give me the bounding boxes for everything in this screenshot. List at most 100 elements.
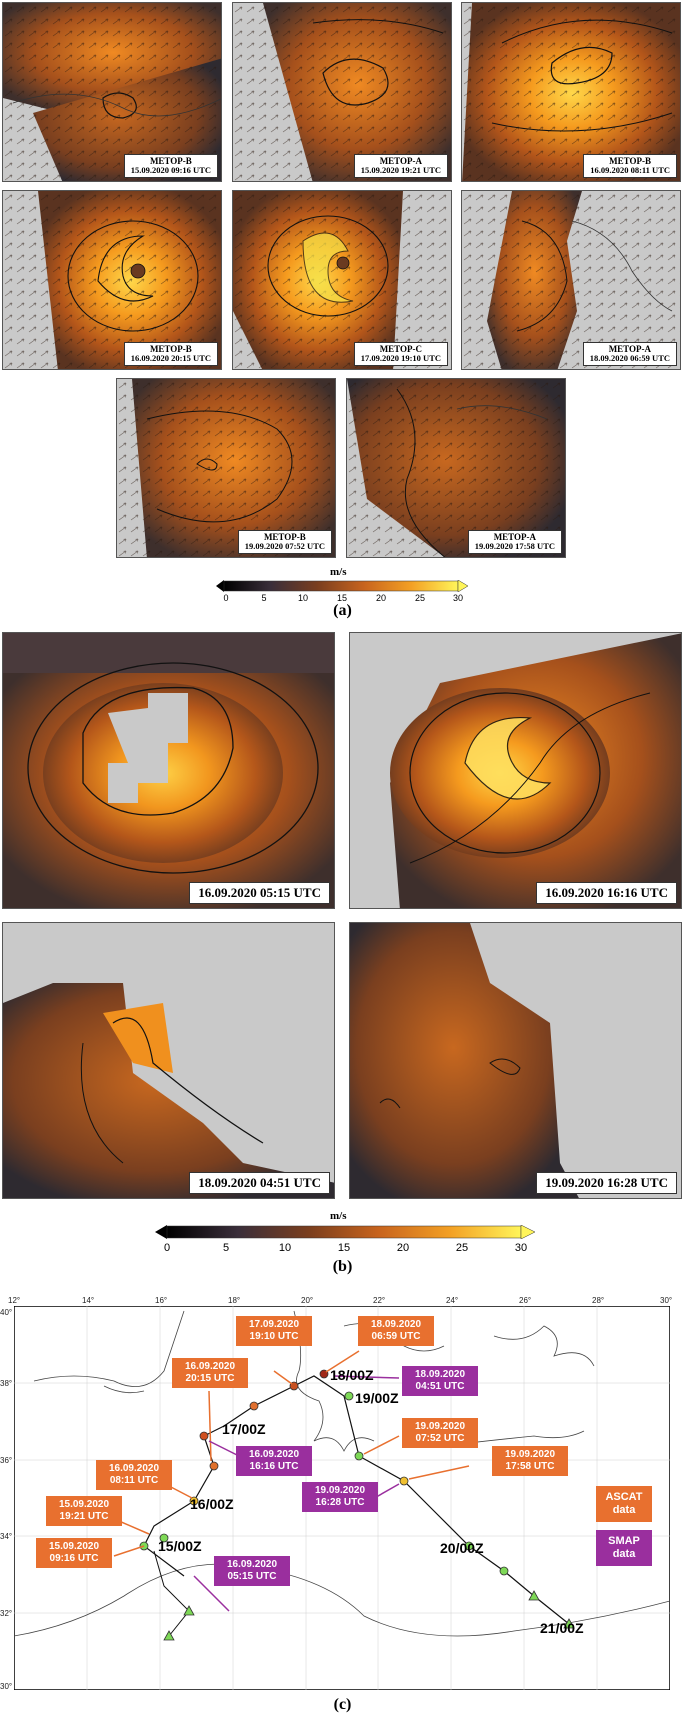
lon-tick: 20° <box>301 1296 314 1305</box>
cb-tick: 5 <box>222 1242 230 1254</box>
lon-tick: 30° <box>660 1296 673 1305</box>
lat-tick: 38° <box>0 1379 13 1388</box>
box-date: 18.09.2020 <box>370 1319 422 1330</box>
box-date: 17.09.2020 <box>248 1319 300 1330</box>
satellite-name: METOP-A <box>379 155 423 166</box>
panel-label: 19.09.2020 16:28 UTC <box>536 1172 677 1194</box>
colorbar-unit: m/s <box>330 1210 347 1222</box>
satellite-name: METOP-C <box>379 343 423 354</box>
pass-time: 15.09.2020 19:21 UTC <box>360 165 441 176</box>
cb-tick: 10 <box>297 593 309 603</box>
cb-tick: 10 <box>278 1242 292 1254</box>
lon-tick: 14° <box>82 1296 95 1305</box>
lat-tick: 36° <box>0 1456 13 1465</box>
panel-b: 16.09.2020 05:15 UTC 16.09.2020 16:16 UT… <box>0 630 685 1275</box>
legend-text: data <box>612 1548 636 1561</box>
legend-text: data <box>612 1504 636 1517</box>
track-label: 20/00Z <box>440 1540 484 1556</box>
cb-tick: 20 <box>375 593 387 603</box>
ascat-panel-7: METOP-B 19.09.2020 07:52 UTC <box>116 378 336 558</box>
colorbar-a <box>216 580 468 592</box>
track-label: 19/00Z <box>355 1390 399 1406</box>
smap-panel-4: 19.09.2020 16:28 UTC <box>349 922 682 1199</box>
box-date: 19.09.2020 <box>504 1449 556 1460</box>
ascat-panel-4: METOP-B 16.09.2020 20:15 UTC <box>2 190 222 370</box>
smap-box: 19.09.2020 16:28 UTC <box>302 1482 378 1512</box>
panel-a: METOP-B 15.09.2020 09:16 UTC METOP-A 15.… <box>0 0 685 620</box>
cb-tick: 20 <box>396 1242 410 1254</box>
smap-box: 16.09.2020 05:15 UTC <box>214 1556 290 1586</box>
box-date: 18.09.2020 <box>414 1369 466 1380</box>
satellite-name: METOP-B <box>263 531 306 542</box>
panel-label: METOP-B 19.09.2020 07:52 UTC <box>237 529 332 554</box>
smap-panel-1: 16.09.2020 05:15 UTC <box>2 632 335 909</box>
cb-tick: 30 <box>452 593 464 603</box>
cb-tick: 25 <box>455 1242 469 1254</box>
box-time: 16:16 UTC <box>249 1461 299 1472</box>
cb-tick: 30 <box>514 1242 528 1254</box>
cb-tick: 15 <box>336 593 348 603</box>
lon-tick: 22° <box>373 1296 386 1305</box>
box-date: 16.09.2020 <box>184 1361 236 1372</box>
panel-label: 18.09.2020 04:51 UTC <box>189 1172 330 1194</box>
caption-c: (c) <box>333 1696 352 1713</box>
panel-c: 12° 14° 16° 18° 20° 22° 24° 26° 28° 30° … <box>0 1290 685 1719</box>
smap-box: 16.09.2020 16:16 UTC <box>236 1446 312 1476</box>
box-time: 09:16 UTC <box>49 1553 99 1564</box>
pass-time: 17.09.2020 19:10 UTC <box>360 353 441 364</box>
panel-label: METOP-C 17.09.2020 19:10 UTC <box>353 341 448 366</box>
legend-smap: SMAP data <box>596 1530 652 1567</box>
ascat-panel-5: METOP-C 17.09.2020 19:10 UTC <box>232 190 452 370</box>
ascat-box: 15.09.2020 09:16 UTC <box>36 1538 112 1568</box>
box-time: 19:21 UTC <box>59 1511 109 1522</box>
box-date: 15.09.2020 <box>48 1541 100 1552</box>
panel-label: METOP-A 18.09.2020 06:59 UTC <box>582 341 677 366</box>
ascat-box: 19.09.2020 17:58 UTC <box>492 1446 568 1476</box>
lon-tick: 24° <box>446 1296 459 1305</box>
panel-label: METOP-B 15.09.2020 09:16 UTC <box>123 153 218 178</box>
smap-panel-2: 16.09.2020 16:16 UTC <box>349 632 682 909</box>
ascat-panel-2: METOP-A 15.09.2020 19:21 UTC <box>232 2 452 182</box>
lon-tick: 28° <box>592 1296 605 1305</box>
lat-tick: 40° <box>0 1308 13 1317</box>
panel-label: METOP-B 16.09.2020 08:11 UTC <box>583 153 677 178</box>
legend-text: SMAP <box>608 1535 640 1547</box>
smap-panel-3: 18.09.2020 04:51 UTC <box>2 922 335 1199</box>
lat-tick: 34° <box>0 1532 13 1541</box>
box-date: 16.09.2020 <box>108 1463 160 1474</box>
ascat-box: 16.09.2020 20:15 UTC <box>172 1358 248 1388</box>
box-time: 17:58 UTC <box>505 1461 555 1472</box>
pass-time: 16.09.2020 08:11 UTC <box>590 165 670 176</box>
lon-tick: 18° <box>228 1296 241 1305</box>
lon-tick: 12° <box>8 1296 21 1305</box>
pass-time: 16.09.2020 20:15 UTC <box>130 353 211 364</box>
box-time: 19:10 UTC <box>249 1331 299 1342</box>
track-label: 21/00Z <box>540 1620 584 1636</box>
legend-text: ASCAT <box>605 1491 643 1503</box>
ascat-panel-6: METOP-A 18.09.2020 06:59 UTC <box>461 190 681 370</box>
cb-tick: 0 <box>163 1242 171 1254</box>
ascat-panel-3: METOP-B 16.09.2020 08:11 UTC <box>461 2 681 182</box>
box-date: 19.09.2020 <box>314 1485 366 1496</box>
smap-box: 18.09.2020 04:51 UTC <box>402 1366 478 1396</box>
box-time: 07:52 UTC <box>415 1433 465 1444</box>
pass-time: 18.09.2020 06:59 UTC <box>589 353 670 364</box>
cb-tick: 5 <box>261 593 267 603</box>
ascat-box: 16.09.2020 08:11 UTC <box>96 1460 172 1490</box>
colorbar-b <box>155 1225 535 1239</box>
lon-tick: 16° <box>155 1296 168 1305</box>
ascat-panel-1: METOP-B 15.09.2020 09:16 UTC <box>2 2 222 182</box>
caption-b: (b) <box>332 1258 353 1275</box>
satellite-name: METOP-B <box>609 155 652 166</box>
box-date: 19.09.2020 <box>414 1421 466 1432</box>
pass-time: 15.09.2020 09:16 UTC <box>130 165 211 176</box>
box-time: 04:51 UTC <box>415 1381 465 1392</box>
ascat-box: 18.09.2020 06:59 UTC <box>358 1316 434 1346</box>
lat-tick: 32° <box>0 1609 13 1618</box>
cb-tick: 0 <box>223 593 229 603</box>
box-time: 20:15 UTC <box>185 1373 235 1384</box>
box-time: 06:59 UTC <box>371 1331 421 1342</box>
cb-tick: 15 <box>337 1242 351 1254</box>
cb-tick: 25 <box>414 593 426 603</box>
ascat-panel-8: METOP-A 19.09.2020 17:58 UTC <box>346 378 566 558</box>
